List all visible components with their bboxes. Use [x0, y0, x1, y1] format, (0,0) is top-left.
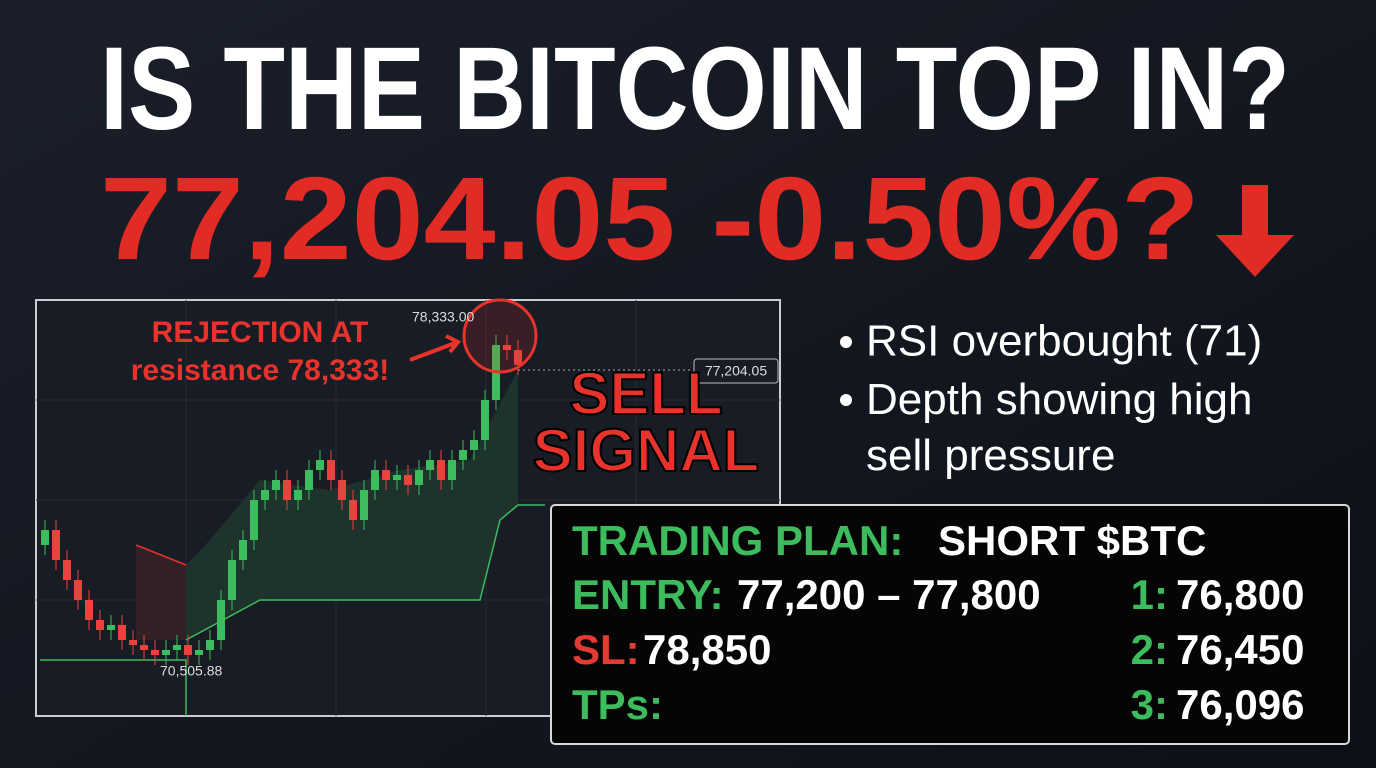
candle [503, 345, 511, 350]
area [186, 370, 518, 716]
area [136, 545, 186, 640]
candle [173, 645, 181, 650]
candle [206, 640, 214, 650]
plan-position: SHORT $BTC [938, 517, 1206, 564]
tps-label: TPs: [572, 681, 663, 728]
candle [514, 350, 522, 365]
bullet-dot [840, 336, 852, 348]
low-label: 70,505.88 [160, 663, 222, 679]
candle [437, 460, 445, 480]
candle [118, 625, 126, 640]
candle [162, 650, 170, 655]
candle [63, 560, 71, 580]
candle [41, 530, 49, 545]
support-line [40, 504, 545, 716]
candle [74, 580, 82, 600]
candle [393, 475, 401, 480]
candle [349, 500, 357, 520]
candle [217, 600, 225, 640]
entry-label: ENTRY: [572, 571, 724, 618]
candle [140, 645, 148, 650]
candle [85, 600, 93, 620]
target-label: 3: [1131, 681, 1168, 728]
candle [239, 540, 247, 560]
candles [41, 335, 522, 665]
annotation: REJECTION AT [152, 316, 369, 349]
candle [448, 460, 456, 480]
candle [404, 475, 412, 485]
candle [107, 625, 115, 630]
target-label: 1: [1131, 571, 1168, 618]
sl-label: SL: [572, 626, 640, 673]
candle [470, 440, 478, 450]
bullet-dot [840, 394, 852, 406]
headline: IS THE BITCOIN TOP IN? [100, 23, 1290, 155]
price-tag [693, 358, 779, 384]
sl: 78,850 [643, 626, 771, 673]
candle [129, 640, 137, 645]
candle [415, 470, 423, 485]
candle [272, 480, 280, 490]
candle [360, 490, 368, 520]
candle [250, 500, 258, 540]
candle [294, 490, 302, 500]
bullet: Depth showing high sell pressure [866, 375, 1252, 480]
candle [151, 650, 159, 655]
current-label: 77,204.05 [705, 363, 767, 379]
target-value: 76,450 [1176, 626, 1304, 673]
candle [371, 470, 379, 490]
resistance-line [135, 544, 187, 566]
down-arrow [1216, 185, 1294, 277]
candle [195, 650, 203, 655]
signal: SELL [569, 360, 722, 427]
annotation: resistance 78,333! [131, 354, 390, 387]
signal: SIGNAL [533, 417, 760, 484]
bullet-line: Depth showing high [866, 375, 1252, 424]
bullet: RSI overbought (71) [866, 317, 1262, 366]
candle [305, 470, 313, 490]
candle [426, 460, 434, 470]
plan-box [550, 504, 1350, 745]
annotation-arrow [409, 334, 462, 362]
candle [52, 530, 60, 560]
rejection-circle [462, 298, 538, 374]
candle [459, 450, 467, 460]
bullet-line: sell pressure [866, 431, 1115, 480]
target-value: 76,096 [1176, 681, 1304, 728]
candle [228, 560, 236, 600]
candle [481, 400, 489, 440]
entry: 77,200 – 77,800 [737, 571, 1041, 618]
target-label: 2: [1131, 626, 1168, 673]
candle [338, 480, 346, 500]
candle [382, 470, 390, 480]
candle [283, 480, 291, 500]
target-value: 76,800 [1176, 571, 1304, 618]
plan-title: TRADING PLAN: [572, 517, 903, 564]
candle [96, 620, 104, 630]
candle [327, 460, 335, 480]
candle [261, 490, 269, 500]
trading-plan: TRADING PLAN: SHORT $BTC ENTRY: 77,200 –… [550, 504, 1350, 745]
candle [184, 645, 192, 655]
price-line: 77,204.05 -0.50%? [100, 153, 1200, 285]
candle [316, 460, 324, 470]
high-label: 78,333.00 [412, 309, 474, 325]
